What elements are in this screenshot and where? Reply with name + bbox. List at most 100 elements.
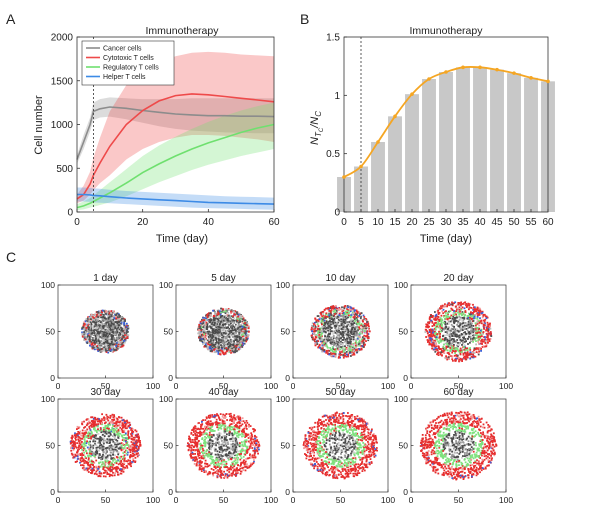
- cell-point: [339, 331, 342, 334]
- cell-point: [458, 336, 461, 339]
- cell-point: [316, 327, 319, 330]
- cell-point: [217, 332, 219, 334]
- cell-point: [120, 446, 123, 449]
- cell-point: [461, 314, 463, 316]
- cell-point: [317, 332, 319, 334]
- x-tick-label: 30: [440, 217, 452, 228]
- cell-point: [337, 348, 340, 351]
- x-tick-label: 20: [137, 217, 149, 228]
- cell-point: [228, 332, 231, 335]
- cell-point: [347, 338, 350, 341]
- cell-point: [329, 347, 331, 349]
- cell-point: [342, 356, 345, 359]
- cell-point: [234, 329, 236, 331]
- cell-point: [448, 358, 450, 360]
- cell-point: [202, 325, 205, 327]
- cell-point: [461, 318, 464, 321]
- cell-point: [83, 426, 85, 429]
- cell-point: [345, 353, 348, 356]
- cell-point: [106, 336, 109, 338]
- cell-point: [428, 334, 430, 337]
- cell-point: [470, 355, 473, 358]
- cell-point: [437, 316, 440, 318]
- cell-point: [472, 336, 475, 339]
- cell-point: [202, 331, 205, 334]
- cell-point: [104, 424, 107, 427]
- cell-point: [233, 313, 236, 315]
- cell-point: [232, 344, 234, 347]
- cell-point: [338, 354, 341, 357]
- cell-point: [103, 316, 106, 319]
- cell-point: [96, 325, 99, 328]
- cell-point: [435, 342, 437, 345]
- ylabel-sub-t: T: [314, 131, 323, 137]
- cell-point: [437, 352, 439, 354]
- cell-point: [219, 349, 222, 351]
- cell-point: [334, 353, 337, 355]
- cell-point: [228, 316, 230, 318]
- cell-point: [81, 327, 84, 329]
- cell-point: [227, 326, 229, 329]
- cell-point: [485, 336, 488, 339]
- cell-point: [451, 301, 453, 304]
- cell-point: [125, 325, 128, 328]
- cell-point: [430, 343, 433, 346]
- cell-point: [204, 332, 207, 335]
- cell-point: [234, 335, 237, 338]
- cell-point: [470, 339, 473, 342]
- cell-point: [227, 314, 230, 317]
- cell-point: [346, 310, 349, 312]
- cell-point: [328, 336, 331, 338]
- cell-point: [89, 334, 92, 337]
- cell-point: [325, 351, 328, 354]
- cell-point: [222, 342, 225, 345]
- cell-point: [105, 310, 108, 312]
- cell-point: [108, 323, 111, 325]
- cell-point: [100, 309, 103, 312]
- cell-point: [113, 343, 116, 346]
- cell-point: [487, 341, 489, 344]
- cell-point: [111, 466, 114, 468]
- cell-point: [79, 430, 82, 433]
- cell-point: [462, 339, 464, 342]
- cell-point: [484, 322, 486, 325]
- cell-point: [112, 335, 114, 337]
- cell-point: [202, 338, 205, 340]
- cell-point: [81, 437, 84, 440]
- cell-point: [206, 345, 209, 348]
- cell-point: [352, 325, 355, 327]
- cell-point: [353, 347, 356, 350]
- cell-point: [204, 323, 207, 326]
- cell-point: [357, 328, 360, 331]
- cell-point: [230, 310, 232, 313]
- cell-point: [469, 352, 471, 355]
- cell-point: [445, 314, 448, 317]
- cell-point: [485, 344, 488, 346]
- cell-point: [350, 338, 352, 341]
- cell-point: [366, 320, 369, 323]
- cell-point: [329, 328, 332, 331]
- cell-point: [115, 445, 118, 448]
- cell-point: [445, 355, 447, 358]
- cell-point: [329, 348, 332, 351]
- cell-point: [205, 321, 208, 324]
- cell-point: [98, 347, 101, 350]
- cell-point: [353, 313, 356, 316]
- cell-point: [350, 337, 352, 339]
- cell-point: [365, 327, 368, 330]
- cell-point: [329, 313, 332, 315]
- cell-point: [331, 309, 334, 311]
- cell-point: [109, 330, 111, 332]
- cell-point: [350, 349, 353, 351]
- cell-point: [475, 334, 478, 336]
- cell-point: [457, 320, 460, 323]
- cell-point: [116, 312, 119, 315]
- cell-point: [222, 328, 225, 331]
- cell-point: [238, 314, 241, 317]
- cell-point: [106, 325, 109, 327]
- cell-point: [348, 337, 351, 339]
- cell-point: [85, 324, 88, 326]
- cell-point: [104, 331, 107, 334]
- ylabel-sub-c2: C: [314, 111, 323, 117]
- cell-point: [114, 327, 117, 330]
